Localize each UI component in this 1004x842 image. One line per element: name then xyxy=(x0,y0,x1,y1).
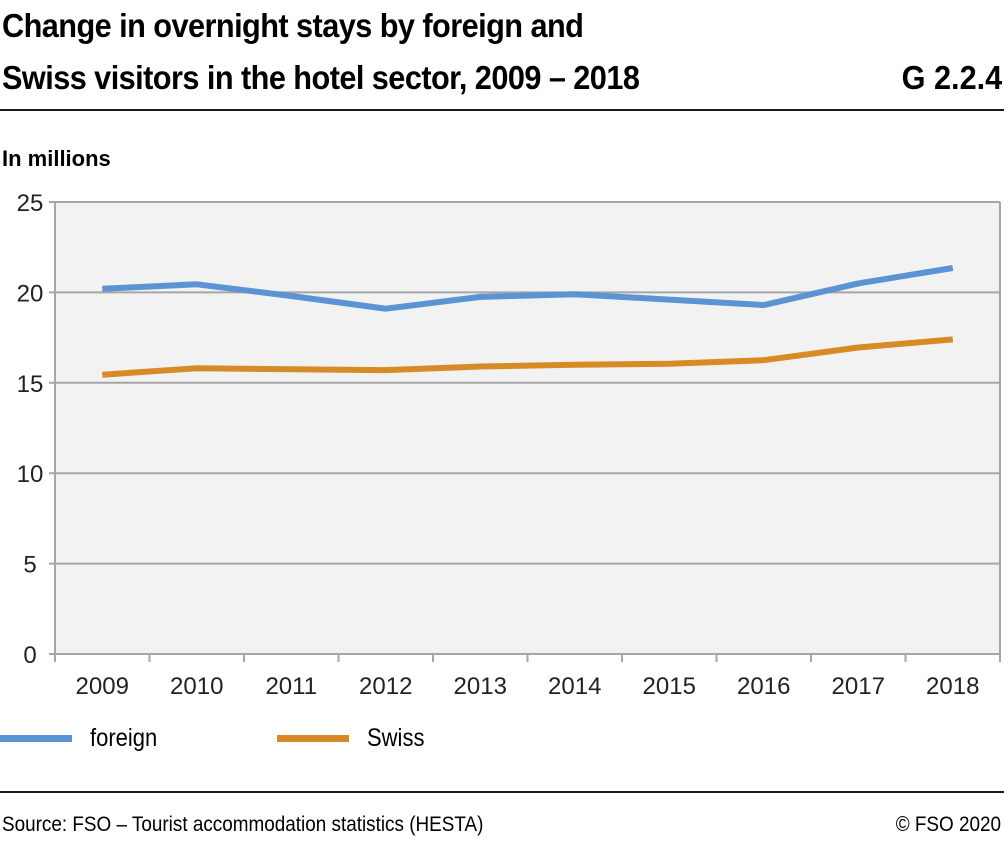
x-tick-label: 2014 xyxy=(548,673,601,700)
y-tick-label: 0 xyxy=(23,642,36,669)
series-line-swiss xyxy=(102,336,954,378)
plot-area xyxy=(55,202,1000,654)
chart-title: Change in overnight stays by foreign and… xyxy=(2,0,640,104)
x-tick-label: 2009 xyxy=(76,673,129,700)
header-divider xyxy=(0,109,1004,111)
line-chart: 0 5 10 15 20 25 2009 2010 2011 2012 2013 2014 2015 2… xyxy=(17,190,1001,700)
y-tick-label: 5 xyxy=(23,552,36,579)
x-tick-label: 2010 xyxy=(170,673,223,700)
x-tick-label: 2016 xyxy=(737,673,790,700)
footer-divider xyxy=(0,791,1004,793)
x-tick-label: 2012 xyxy=(359,673,412,700)
x-tick-label: 2018 xyxy=(926,673,979,700)
legend-swatch-swiss xyxy=(277,735,349,742)
y-tick-label: 20 xyxy=(17,280,44,307)
series-line-foreign xyxy=(102,265,954,312)
chart-title-line-2: Swiss visitors in the hotel sector, 2009… xyxy=(2,59,640,96)
chart-title-line-1: Change in overnight stays by foreign and xyxy=(2,7,584,44)
legend-item-foreign: foreign xyxy=(0,724,166,753)
legend: foreign Swiss xyxy=(0,724,1004,764)
legend-label-swiss: Swiss xyxy=(367,724,425,752)
copyright-note: © FSO 2020 xyxy=(895,813,1001,836)
legend-swatch-foreign xyxy=(0,735,72,742)
y-axis-unit-label: In millions xyxy=(2,146,111,171)
chart-code: G 2.2.4 xyxy=(901,59,1002,96)
y-tick-label: 25 xyxy=(17,190,44,217)
x-tick-label: 2011 xyxy=(265,673,317,700)
x-tick-label: 2013 xyxy=(454,673,507,700)
source-note: Source: FSO – Tourist accommodation stat… xyxy=(2,813,484,836)
legend-item-swiss: Swiss xyxy=(277,724,432,753)
x-tick-label: 2017 xyxy=(832,673,885,700)
legend-label-foreign: foreign xyxy=(90,724,158,752)
y-tick-label: 10 xyxy=(17,461,44,488)
y-tick-label: 15 xyxy=(17,371,44,398)
x-tick-label: 2015 xyxy=(643,673,696,700)
